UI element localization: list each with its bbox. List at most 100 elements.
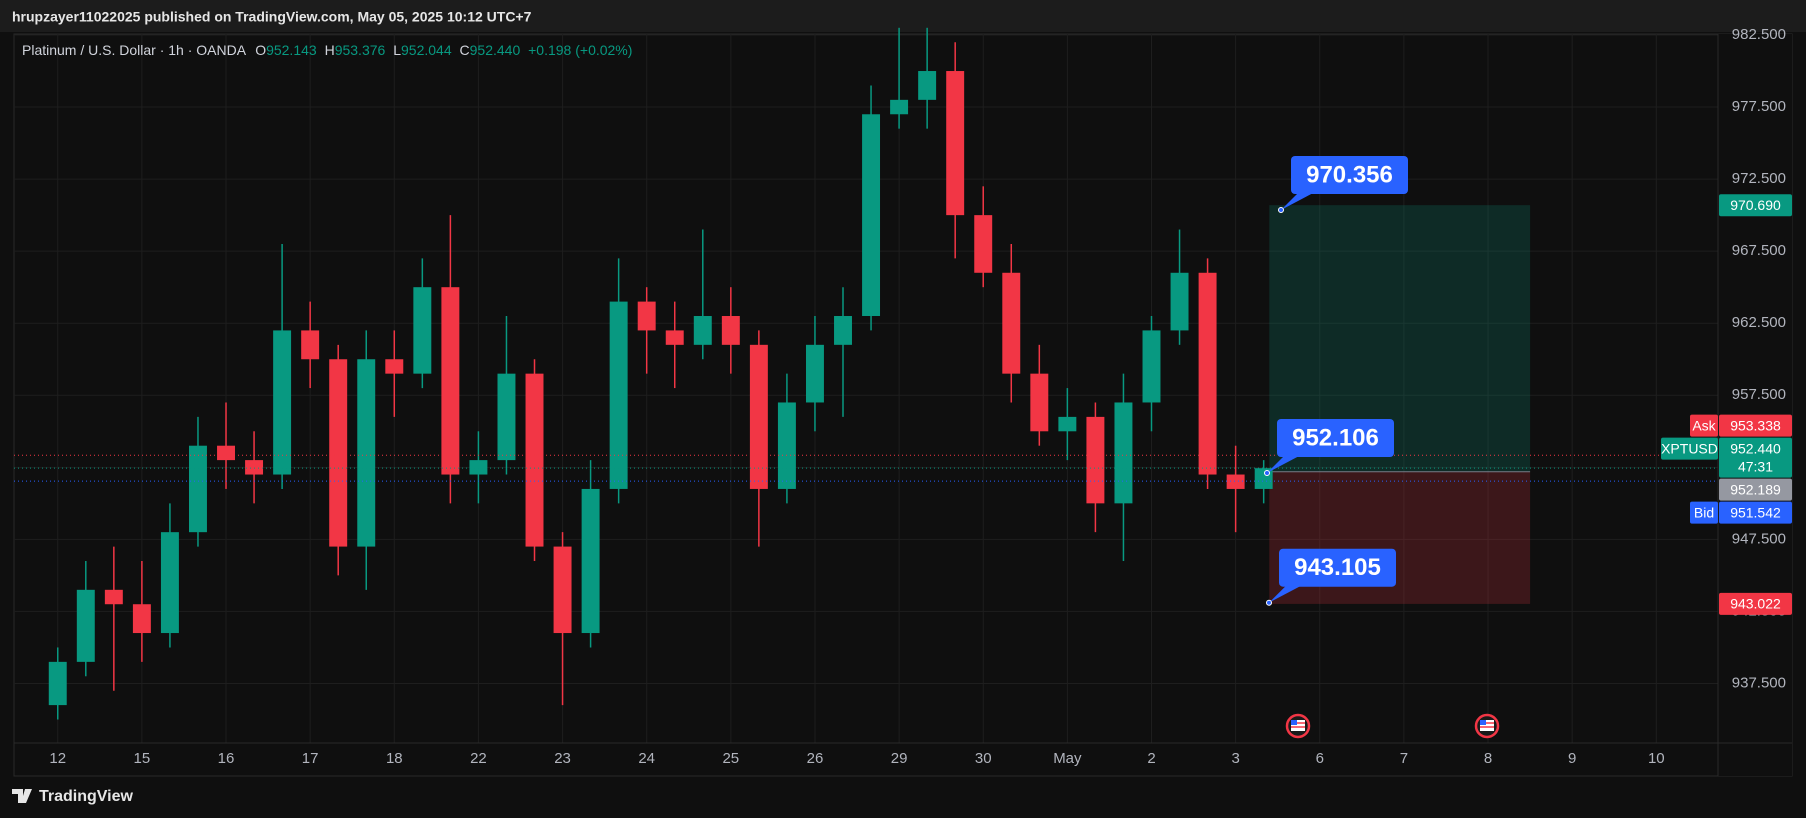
candle-body <box>974 215 993 273</box>
price-tags: 970.690 943.022 953.338 Ask 952.440 47:31 XPTU… <box>1661 194 1792 615</box>
candle-body <box>918 71 937 100</box>
legend-key: L <box>393 42 401 58</box>
ask-tag-label: 953.338 <box>1730 417 1781 433</box>
legend-key: O <box>255 42 266 58</box>
y-tick-label: 937.500 <box>1732 674 1786 691</box>
candle-body <box>890 99 909 115</box>
callout-label: 970.356 <box>1306 161 1393 188</box>
candle-body <box>1170 272 1189 331</box>
candle-body <box>1058 416 1077 432</box>
header-text: hrupzayer11022025 published on TradingVi… <box>12 9 532 25</box>
candle-body <box>188 445 207 533</box>
candle-body <box>721 316 740 345</box>
candle-body <box>76 589 95 662</box>
price-axis <box>1718 34 1792 776</box>
candle-body <box>946 71 965 216</box>
x-tick-label: 8 <box>1484 750 1492 767</box>
candle-body <box>301 330 320 360</box>
callouts: 970.356 952.106 943.105 <box>1264 156 1408 606</box>
candle-body <box>1086 416 1105 504</box>
x-tick-label: 16 <box>218 750 235 767</box>
candle-body <box>469 460 488 475</box>
last-tag <box>1719 437 1792 478</box>
x-tick-label: 10 <box>1648 750 1665 767</box>
legend-key: H <box>325 42 335 58</box>
callout-point <box>1278 207 1284 214</box>
callout-label: 952.106 <box>1292 424 1379 451</box>
ask-name-box <box>1690 414 1718 437</box>
legend-change: +0.198 (+0.02%) <box>528 42 632 58</box>
y-tick-label: 947.500 <box>1732 530 1786 547</box>
countdown: 47:31 <box>1738 458 1773 474</box>
candle-body <box>441 287 460 475</box>
x-tick-label: 17 <box>302 750 319 767</box>
ask-tag <box>1719 414 1792 437</box>
y-tick-label: 982.500 <box>1732 26 1786 43</box>
x-tick-label: 15 <box>134 750 151 767</box>
legend-value: 952.440 <box>470 42 521 58</box>
x-tick-label: 12 <box>49 750 66 767</box>
candles <box>48 27 1273 720</box>
y-tick-label: 977.500 <box>1732 98 1786 115</box>
candle-body <box>329 359 348 547</box>
x-tick-label: 7 <box>1400 750 1408 767</box>
candle-body <box>665 330 684 345</box>
x-tick-label: 23 <box>554 750 571 767</box>
bid-tag <box>1719 501 1792 524</box>
x-tick-label: 2 <box>1147 750 1155 767</box>
candle-body <box>104 589 123 605</box>
callout-tail <box>1269 584 1303 603</box>
position-tool <box>1269 205 1531 604</box>
bid-tag-label: 951.542 <box>1730 504 1781 520</box>
callout-point <box>1266 599 1272 606</box>
candle-body <box>273 330 292 475</box>
x-tick-label: 18 <box>386 750 403 767</box>
target-tag <box>1719 194 1792 217</box>
candle-body <box>609 301 628 489</box>
grid <box>14 34 1718 743</box>
x-tick-label: 26 <box>807 750 824 767</box>
event-icon[interactable] <box>1474 713 1500 739</box>
callout: 970.356 <box>1278 156 1408 214</box>
last-tag-label: 952.440 <box>1730 440 1781 456</box>
callout-tail <box>1281 192 1315 211</box>
x-tick-label: 24 <box>638 750 655 767</box>
callout-box <box>1277 419 1394 458</box>
x-tick-label: 30 <box>975 750 992 767</box>
x-tick-label: 25 <box>722 750 739 767</box>
ask-name: Ask <box>1692 417 1716 433</box>
callout-box <box>1291 156 1408 195</box>
candle-body <box>160 532 179 634</box>
candle-body <box>777 402 796 489</box>
candle-body <box>48 661 67 706</box>
header-bar <box>0 0 1806 32</box>
callout: 943.105 <box>1266 548 1396 606</box>
price-lines <box>14 454 1718 482</box>
footer-brand: TradingView <box>39 788 134 805</box>
candle-body <box>637 301 656 331</box>
candle-body <box>497 373 516 461</box>
footer-logo <box>12 789 32 803</box>
candle-body <box>1226 474 1245 489</box>
stop-tag <box>1719 592 1792 615</box>
legend-value: 952.044 <box>401 42 452 58</box>
x-tick-label: 6 <box>1316 750 1324 767</box>
legend-key: C <box>460 42 470 58</box>
candle-body <box>1114 402 1133 504</box>
callout: 952.106 <box>1264 419 1394 477</box>
candle-body <box>749 344 768 489</box>
candle-body <box>834 316 852 345</box>
candle-body <box>581 488 600 634</box>
candle-body <box>525 373 544 547</box>
y-tick-label: 972.500 <box>1732 170 1786 187</box>
bid-name-box <box>1690 501 1718 524</box>
x-tick-label: May <box>1053 750 1082 767</box>
event-icon[interactable] <box>1285 713 1311 739</box>
x-tick-label: 9 <box>1568 750 1576 767</box>
entry-tag <box>1719 478 1792 501</box>
candle-body <box>217 445 235 461</box>
y-tick-label: 957.500 <box>1732 386 1786 403</box>
